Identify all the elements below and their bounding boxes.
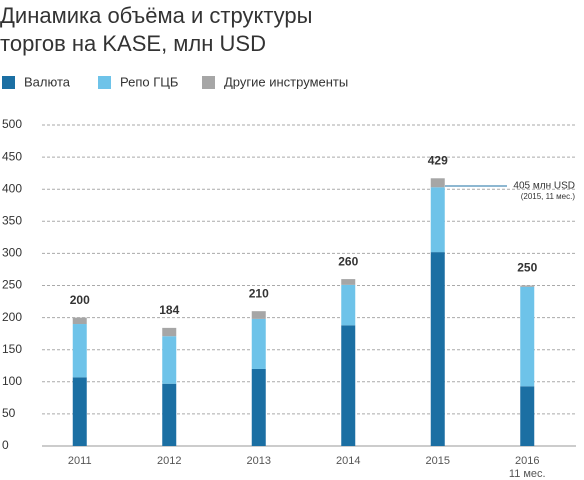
y-tick-label: 100: [2, 374, 22, 388]
total-label: 210: [249, 286, 269, 300]
y-tick-label: 400: [2, 181, 22, 195]
y-tick-label: 150: [2, 342, 22, 356]
bar-segment: [520, 386, 535, 446]
total-label: 429: [428, 153, 448, 167]
bar-segment: [520, 286, 535, 387]
bar-segment: [251, 368, 266, 446]
bar-segment: [430, 178, 445, 188]
legend-swatch: [202, 76, 215, 89]
bar-segment: [251, 311, 266, 319]
x-tick-label: 2011: [67, 455, 92, 467]
x-tick-label: 2012: [157, 455, 182, 467]
x-tick-label: 2014: [336, 455, 361, 467]
x-tick-label: 2015: [425, 455, 450, 467]
y-tick-label: 450: [2, 149, 22, 163]
bar-segment: [72, 377, 87, 446]
y-tick-label: 500: [2, 117, 22, 131]
bar-segment: [162, 327, 177, 337]
bar-segment: [72, 317, 87, 325]
legend-label: Другие инструменты: [224, 74, 348, 89]
bar-segment: [430, 252, 445, 446]
bar-segment: [72, 324, 87, 378]
annotation-note: (2015, 11 мес.): [521, 192, 576, 201]
bar-segment: [430, 187, 445, 253]
y-tick-label: 350: [2, 213, 22, 227]
bar-segment: [162, 336, 177, 384]
chart-title: Динамика объёма и структуры торгов на KA…: [0, 3, 313, 56]
total-label: 184: [159, 303, 179, 317]
x-tick-label: 2016 11 мес.: [508, 455, 546, 480]
total-label: 250: [517, 261, 537, 275]
total-label: 260: [338, 254, 358, 268]
x-tick-label: 2013: [246, 455, 271, 467]
legend-label: Валюта: [24, 74, 71, 89]
bar-segment: [520, 285, 535, 287]
bar-segment: [341, 279, 356, 285]
bar-segment: [341, 284, 356, 326]
y-tick-label: 200: [2, 310, 22, 324]
legend-swatch: [2, 76, 15, 89]
y-tick-label: 50: [2, 406, 16, 420]
legend-label: Репо ГЦБ: [120, 74, 178, 89]
y-tick-label: 250: [2, 278, 22, 292]
total-label: 200: [70, 293, 90, 307]
y-tick-label: 300: [2, 246, 22, 260]
annotation-label: 405 млн USD: [513, 181, 575, 192]
bar-segment: [251, 318, 266, 369]
bar-segment: [162, 383, 177, 446]
bar-segment: [341, 325, 356, 446]
legend-swatch: [98, 76, 111, 89]
y-tick-label: 0: [2, 438, 9, 452]
